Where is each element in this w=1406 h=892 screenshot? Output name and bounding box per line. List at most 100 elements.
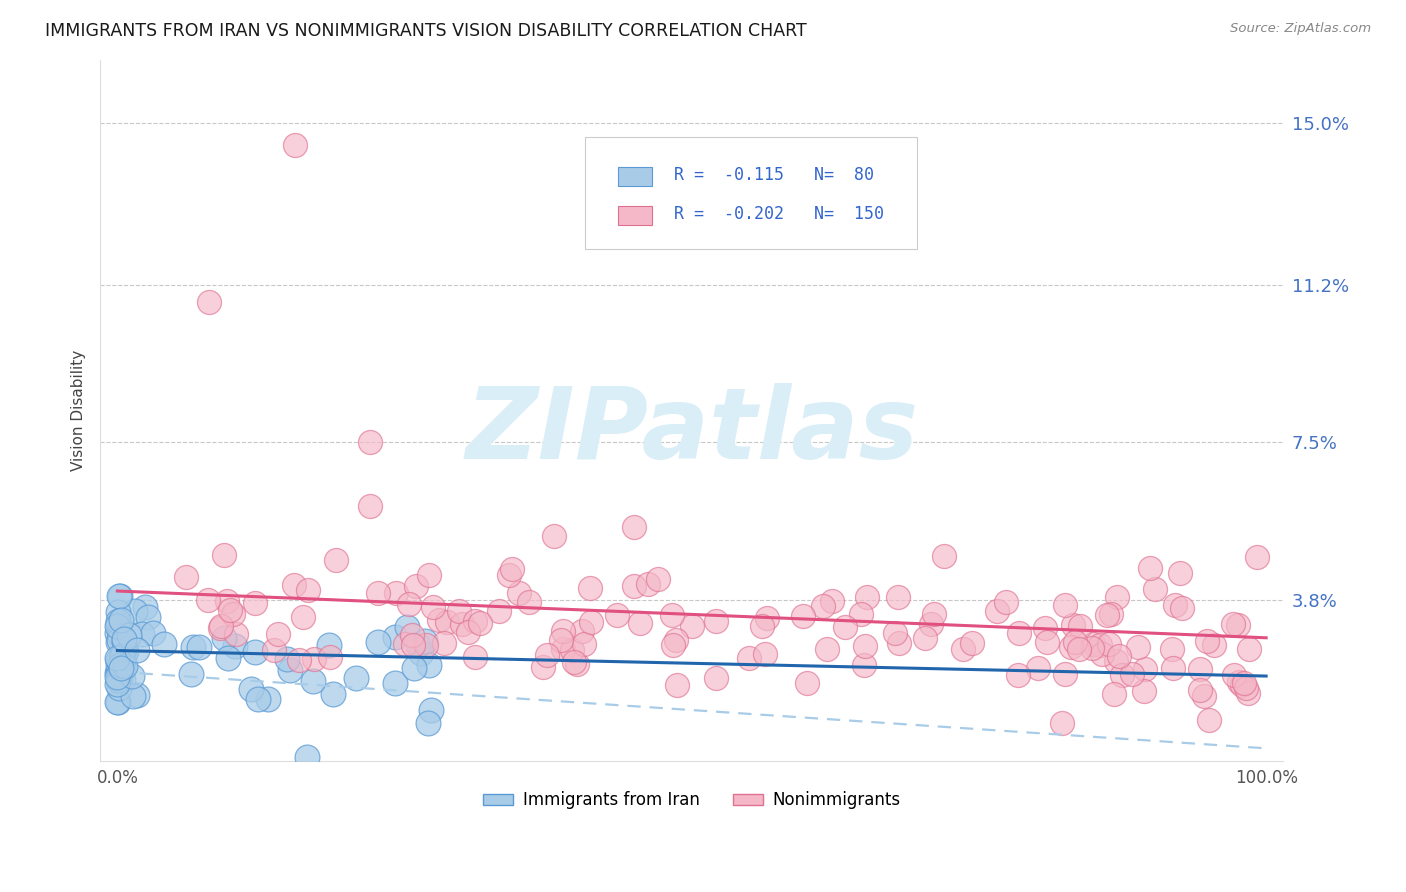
Point: [464, 615, 486, 629]
Point: [406, 638, 429, 652]
Point: [754, 647, 776, 661]
Point: [112, 673, 135, 688]
Point: [304, 652, 326, 666]
Point: [681, 619, 703, 633]
Point: [243, 596, 266, 610]
Point: [112, 632, 135, 646]
Point: [318, 638, 340, 652]
Point: [1052, 716, 1074, 731]
Point: [574, 637, 596, 651]
Point: [181, 640, 204, 655]
FancyBboxPatch shape: [585, 136, 917, 249]
Point: [508, 585, 530, 599]
Point: [1062, 618, 1084, 632]
FancyBboxPatch shape: [619, 167, 652, 186]
Point: [359, 499, 381, 513]
Point: [263, 643, 285, 657]
Point: [217, 594, 239, 608]
Point: [367, 586, 389, 600]
Point: [142, 626, 165, 640]
Point: [107, 619, 129, 633]
Point: [418, 657, 440, 672]
Point: [131, 627, 153, 641]
Point: [384, 586, 406, 600]
Point: [1237, 641, 1260, 656]
Point: [107, 676, 129, 690]
Point: [792, 609, 814, 624]
Point: [107, 634, 129, 648]
Point: [114, 658, 136, 673]
Point: [1108, 648, 1130, 663]
Point: [952, 642, 974, 657]
Point: [488, 604, 510, 618]
Point: [108, 589, 131, 603]
Point: [107, 673, 129, 687]
Point: [1197, 634, 1219, 648]
Point: [402, 638, 425, 652]
Point: [1053, 667, 1076, 681]
Point: [405, 579, 427, 593]
Point: [367, 634, 389, 648]
Point: [107, 670, 129, 684]
Point: [225, 627, 247, 641]
Point: [1111, 667, 1133, 681]
Point: [704, 614, 727, 628]
Point: [276, 652, 298, 666]
Point: [834, 620, 856, 634]
Point: [212, 631, 235, 645]
Point: [1035, 621, 1057, 635]
Point: [118, 628, 141, 642]
Point: [105, 651, 128, 665]
Point: [187, 640, 209, 654]
Point: [1163, 599, 1185, 613]
Point: [815, 641, 838, 656]
Point: [606, 608, 628, 623]
Point: [501, 562, 523, 576]
Point: [180, 666, 202, 681]
Point: [662, 638, 685, 652]
Point: [1233, 676, 1256, 690]
Point: [212, 549, 235, 563]
Point: [112, 662, 135, 676]
Point: [110, 613, 132, 627]
Point: [922, 607, 945, 622]
Point: [319, 650, 342, 665]
Point: [415, 638, 437, 652]
Point: [666, 678, 689, 692]
Point: [1161, 660, 1184, 674]
Point: [550, 632, 572, 647]
Point: [384, 630, 406, 644]
Point: [551, 624, 574, 638]
Point: [108, 589, 131, 603]
Point: [107, 626, 129, 640]
Point: [197, 593, 219, 607]
Point: [886, 590, 908, 604]
Text: IMMIGRANTS FROM IRAN VS NONIMMIGRANTS VISION DISABILITY CORRELATION CHART: IMMIGRANTS FROM IRAN VS NONIMMIGRANTS VI…: [45, 22, 807, 40]
Point: [1069, 619, 1091, 633]
Point: [1161, 641, 1184, 656]
Point: [853, 658, 876, 673]
Point: [986, 604, 1008, 618]
Point: [498, 567, 520, 582]
Point: [257, 692, 280, 706]
Point: [284, 137, 307, 152]
Point: [1095, 607, 1118, 622]
Point: [1098, 637, 1121, 651]
Point: [628, 615, 651, 630]
Point: [198, 294, 221, 309]
Point: [246, 691, 269, 706]
Point: [107, 670, 129, 684]
Point: [960, 636, 983, 650]
Point: [105, 666, 128, 681]
Point: [932, 549, 955, 563]
Point: [110, 658, 132, 673]
Legend: Immigrants from Iran, Nonimmigrants: Immigrants from Iran, Nonimmigrants: [475, 785, 908, 816]
Point: [1204, 639, 1226, 653]
Point: [661, 607, 683, 622]
Point: [291, 610, 314, 624]
Point: [107, 614, 129, 628]
Point: [883, 626, 905, 640]
Point: [450, 617, 472, 632]
Point: [1080, 641, 1102, 656]
Point: [224, 639, 246, 653]
